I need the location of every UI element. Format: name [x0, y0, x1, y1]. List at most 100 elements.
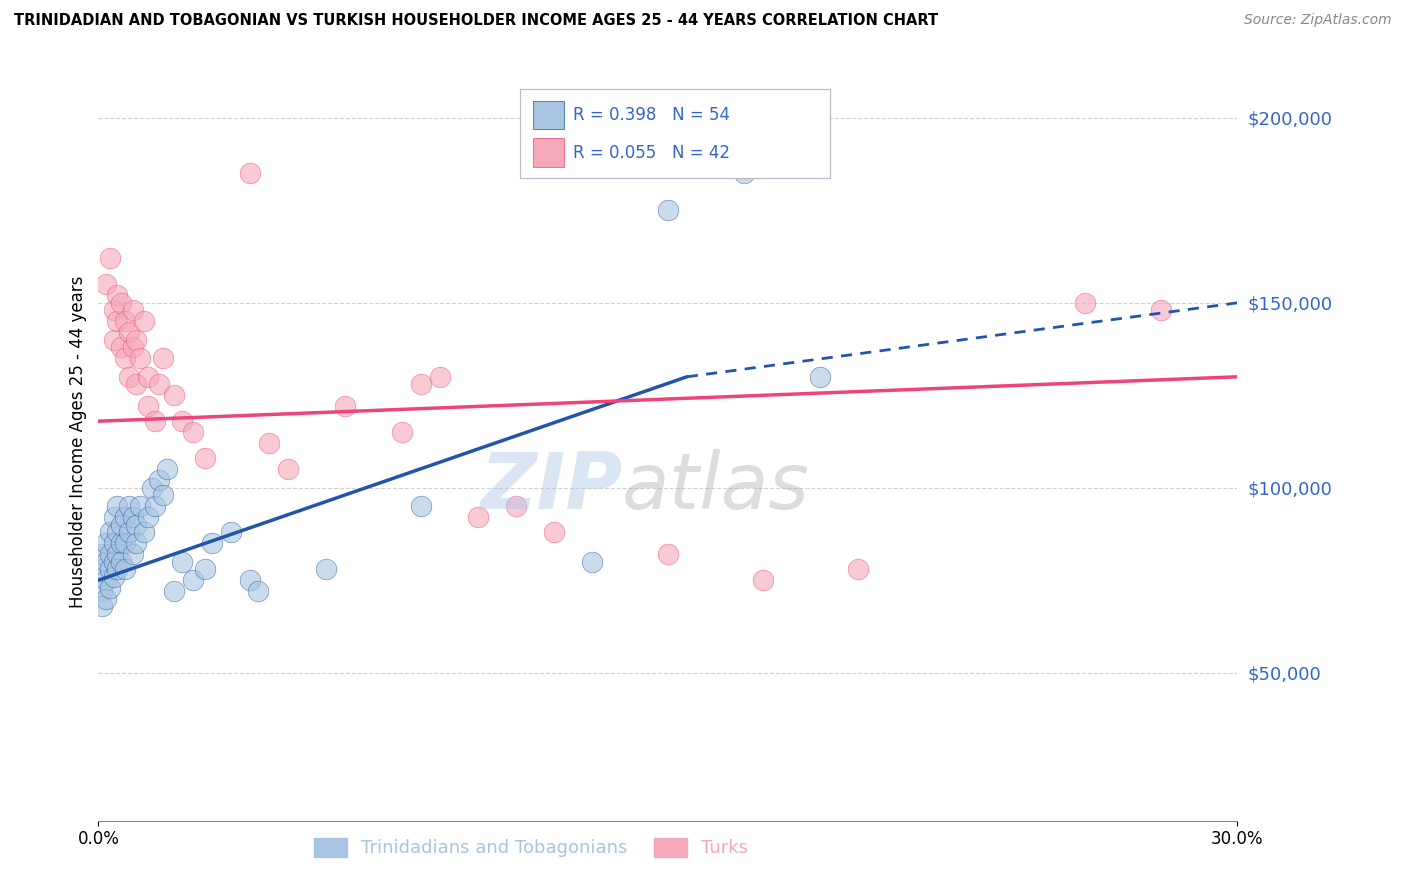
Text: ZIP: ZIP [479, 449, 623, 525]
Point [118, 369, 141, 384]
Point [110, 340, 132, 354]
Point [221, 525, 243, 540]
Point [125, 536, 148, 550]
Point [132, 525, 155, 540]
Point [118, 326, 141, 340]
Point [118, 500, 141, 514]
Point [183, 573, 205, 587]
Point [107, 500, 129, 514]
Point [148, 474, 170, 488]
Point [657, 547, 679, 561]
Point [132, 314, 155, 328]
Point [277, 462, 299, 476]
Point [107, 314, 129, 328]
Point [581, 555, 603, 569]
Point [121, 303, 143, 318]
Point [145, 500, 167, 514]
Point [98, 525, 121, 540]
Point [98, 562, 121, 576]
Text: R = 0.398   N = 54: R = 0.398 N = 54 [572, 106, 730, 124]
Point [239, 166, 262, 180]
Point [125, 517, 148, 532]
Point [118, 525, 141, 540]
Point [170, 555, 193, 569]
Point [148, 377, 170, 392]
Point [411, 500, 433, 514]
Point [98, 581, 121, 595]
Point [125, 377, 148, 392]
Point [136, 400, 159, 414]
Point [103, 333, 125, 347]
Point [110, 296, 132, 310]
Point [98, 252, 121, 266]
Point [846, 562, 869, 576]
Point [107, 547, 129, 561]
Point [94, 591, 117, 606]
Point [125, 333, 148, 347]
Point [107, 288, 129, 302]
Point [429, 369, 451, 384]
Point [114, 314, 136, 328]
Point [315, 562, 337, 576]
Point [194, 562, 217, 576]
Point [163, 388, 186, 402]
Point [114, 536, 136, 550]
Point [103, 569, 125, 583]
Point [129, 351, 152, 366]
Point [129, 500, 152, 514]
Text: atlas: atlas [623, 449, 810, 525]
Point [91, 584, 114, 599]
Point [110, 517, 132, 532]
Point [152, 351, 174, 366]
Point [752, 573, 775, 587]
Point [136, 510, 159, 524]
Point [163, 584, 186, 599]
Point [91, 599, 114, 614]
Point [91, 562, 114, 576]
Point [194, 451, 217, 466]
Point [110, 555, 132, 569]
Point [170, 414, 193, 428]
Point [136, 369, 159, 384]
Point [1074, 296, 1097, 310]
Text: TRINIDADIAN AND TOBAGONIAN VS TURKISH HOUSEHOLDER INCOME AGES 25 - 44 YEARS CORR: TRINIDADIAN AND TOBAGONIAN VS TURKISH HO… [14, 13, 938, 29]
Bar [533, 101, 564, 129]
Point [107, 525, 129, 540]
Point [808, 369, 831, 384]
Point [114, 510, 136, 524]
Y-axis label: Householder Income Ages 25 - 44 years: Householder Income Ages 25 - 44 years [69, 276, 87, 607]
Legend: Trinidadians and Tobagonians, Turks: Trinidadians and Tobagonians, Turks [307, 830, 755, 864]
Text: R = 0.055   N = 42: R = 0.055 N = 42 [572, 144, 730, 161]
Point [121, 510, 143, 524]
Point [103, 510, 125, 524]
Point [91, 547, 114, 561]
Point [183, 425, 205, 440]
Point [145, 414, 167, 428]
Point [121, 547, 143, 561]
Point [335, 400, 357, 414]
Point [94, 536, 117, 550]
Point [121, 340, 143, 354]
Point [103, 303, 125, 318]
Point [98, 547, 121, 561]
Point [152, 488, 174, 502]
Point [103, 555, 125, 569]
Point [411, 377, 433, 392]
Point [657, 203, 679, 218]
Point [239, 573, 262, 587]
Point [246, 584, 269, 599]
Point [733, 166, 755, 180]
Point [467, 510, 489, 524]
Point [94, 277, 117, 292]
Point [259, 436, 281, 450]
Point [107, 562, 129, 576]
Text: Source: ZipAtlas.com: Source: ZipAtlas.com [1244, 13, 1392, 28]
Point [1150, 303, 1173, 318]
Point [114, 351, 136, 366]
Point [505, 500, 527, 514]
Point [141, 481, 163, 495]
Point [156, 462, 179, 476]
Point [94, 555, 117, 569]
Point [103, 536, 125, 550]
Point [201, 536, 224, 550]
